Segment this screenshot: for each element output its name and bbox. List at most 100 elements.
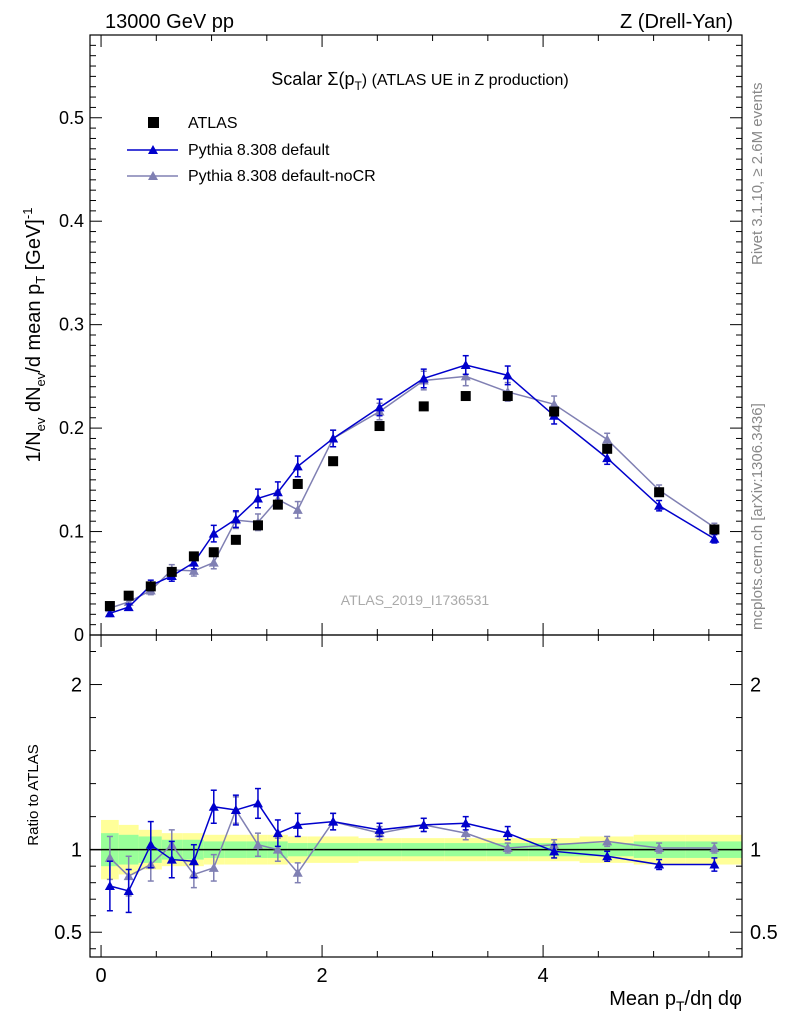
ratio-y-tick-label: 2 (750, 675, 761, 697)
triangle-marker (188, 557, 199, 567)
triangle-marker (602, 851, 613, 861)
data-point (123, 590, 134, 601)
data-point (166, 566, 177, 577)
triangle-marker (502, 828, 513, 838)
y-tick-label: 0 (74, 625, 84, 645)
ratio-series-default (104, 787, 720, 914)
triangle-marker (123, 602, 134, 612)
triangle-marker (460, 818, 471, 828)
triangle-marker (602, 453, 613, 463)
main-plot-panel: 0 0.1 0.2 0.3 0.4 0.5 Scalar Σ(pT) (ATLAS UE … (20, 34, 743, 645)
series-line (109, 375, 715, 609)
ratio-plot-frame (89, 634, 743, 958)
legend: ATLAS Pythia 8.308 default Pythia 8.308 de… (127, 115, 376, 185)
x-tick-label: 2 (317, 965, 328, 987)
triangle-marker (104, 880, 115, 890)
triangle-marker (208, 557, 219, 567)
watermark: ATLAS_2019_I1736531 (341, 592, 490, 608)
triangle-marker (148, 171, 158, 180)
triangle-marker (602, 434, 613, 444)
data-point (502, 391, 513, 402)
y-tick-label: 0.2 (59, 418, 84, 438)
ratio-y-axis-label: Ratio to ATLAS (25, 744, 42, 845)
header-left: 13000 GeV pp (105, 11, 234, 33)
triangle-marker (654, 859, 665, 869)
ratio-y-tick-label: 1 (750, 840, 761, 862)
series-default (104, 354, 720, 618)
legend-label: Pythia 8.308 default-noCR (188, 168, 376, 185)
triangle-marker (654, 500, 665, 510)
data-point (602, 443, 613, 454)
ratio-y-tick-label: 2 (71, 675, 82, 697)
triangle-marker (328, 433, 339, 443)
triangle-marker (145, 839, 156, 849)
triangle-marker (292, 461, 303, 471)
triangle-marker (374, 402, 385, 412)
triangle-marker (502, 370, 513, 380)
triangle-marker (272, 828, 283, 838)
y-tick-label: 0.5 (59, 108, 84, 128)
ratio-plot-panel: 0.5 0.5 1 1 2 2 0 2 4 Ratio to ATLAS Mean pT/dη … (25, 634, 778, 1014)
triangle-marker (549, 399, 560, 409)
triangle-marker (104, 852, 115, 862)
legend-label: ATLAS (188, 115, 238, 132)
series-noCR (104, 366, 720, 613)
triangle-marker (502, 843, 513, 853)
triangle-marker (292, 867, 303, 877)
data-point (460, 391, 471, 402)
triangle-marker (208, 528, 219, 538)
triangle-marker (188, 856, 199, 866)
series-line (109, 364, 715, 614)
triangle-marker (188, 565, 199, 575)
triangle-marker (709, 843, 720, 853)
data-point (104, 601, 115, 612)
data-point (230, 534, 241, 545)
triangle-marker (418, 819, 429, 829)
series-atlas (104, 391, 720, 612)
data-point (292, 478, 303, 489)
triangle-marker (252, 493, 263, 503)
x-tick-label: 0 (95, 965, 106, 987)
triangle-marker (654, 843, 665, 853)
triangle-marker (602, 836, 613, 846)
ratio-y-tick-label: 0.5 (54, 922, 82, 944)
y-tick-label: 0.3 (59, 315, 84, 335)
x-tick-label: 4 (538, 965, 549, 987)
triangle-marker (460, 360, 471, 369)
data-point (549, 406, 560, 417)
triangle-marker (252, 839, 263, 849)
data-point (272, 499, 283, 510)
triangle-marker (328, 816, 339, 826)
triangle-marker (292, 504, 303, 514)
triangle-marker (460, 828, 471, 838)
triangle-marker (272, 844, 283, 854)
triangle-marker (418, 373, 429, 383)
triangle-marker (549, 846, 560, 856)
plot-title: Scalar Σ(pT) (ATLAS UE in Z production) (271, 69, 568, 93)
ratio-y-tick-label: 1 (71, 840, 82, 862)
data-point (654, 487, 665, 498)
mcplots-label: mcplots.cern.ch [arXiv:1306.3436] (749, 403, 766, 630)
data-point (145, 581, 156, 592)
triangle-marker (460, 371, 471, 381)
x-axis-label: Mean pT/dη dφ (609, 988, 742, 1014)
data-point (709, 524, 720, 535)
legend-label: Pythia 8.308 default (188, 142, 330, 159)
data-point (208, 547, 219, 558)
triangle-marker (230, 805, 241, 815)
data-point (328, 456, 339, 467)
rivet-label: Rivet 3.1.10, ≥ 2.6M events (749, 83, 766, 266)
triangle-marker (709, 859, 720, 869)
y-tick-label: 0.4 (59, 211, 84, 231)
data-point (252, 520, 263, 531)
triangle-marker (123, 885, 134, 895)
y-tick-label: 0.1 (59, 522, 84, 542)
legend-marker-atlas (148, 117, 159, 128)
triangle-marker (709, 533, 720, 543)
data-point (374, 421, 385, 432)
triangle-marker (374, 824, 385, 834)
triangle-marker (208, 862, 219, 872)
main-y-axis-label: 1/Nev dNev/d mean pT [GeV]-1 (20, 208, 48, 463)
ratio-y-tick-label: 0.5 (750, 922, 778, 944)
